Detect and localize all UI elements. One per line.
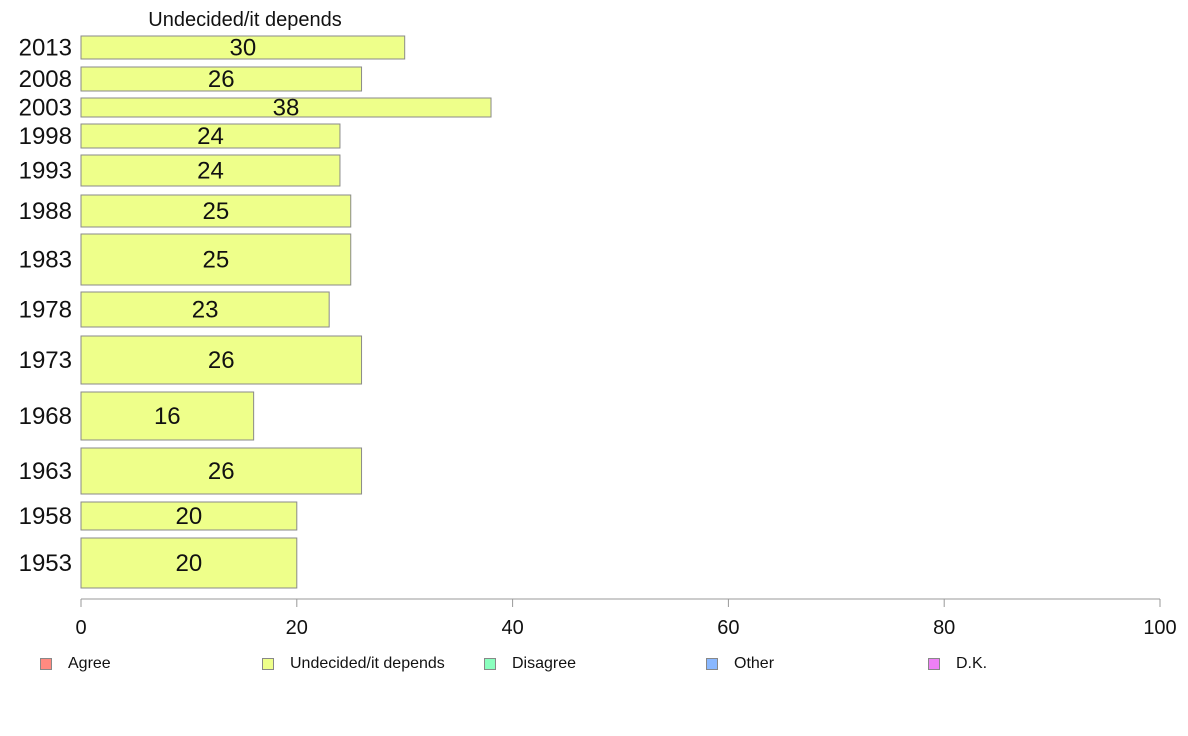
bar-1953 xyxy=(80,537,298,589)
bar-value-label-1988: 25 xyxy=(203,198,230,225)
legend-swatch-dk xyxy=(928,658,940,670)
category-label-1958: 1958 xyxy=(19,503,72,530)
bar-value-label-1983: 25 xyxy=(203,247,230,274)
bar-1983 xyxy=(80,233,352,286)
bar-value-label-1998: 24 xyxy=(197,123,224,150)
category-label-1953: 1953 xyxy=(19,550,72,577)
bar-value-label-2013: 30 xyxy=(229,35,256,62)
x-tick-label-80: 80 xyxy=(933,617,955,639)
bar-1998 xyxy=(80,123,341,149)
category-label-2003: 2003 xyxy=(19,95,72,122)
bar-1978 xyxy=(80,291,330,328)
bar-1993 xyxy=(80,154,341,187)
bar-1973 xyxy=(80,335,363,385)
legend-item-agree: Agree xyxy=(40,652,111,676)
legend-swatch-disagree xyxy=(484,658,496,670)
bar-value-label-1993: 24 xyxy=(197,158,224,185)
x-tick-label-0: 0 xyxy=(75,617,86,639)
category-label-2013: 2013 xyxy=(19,35,72,62)
legend-label-undecided: Undecided/it depends xyxy=(290,655,445,672)
category-label-1978: 1978 xyxy=(19,297,72,324)
category-label-1973: 1973 xyxy=(19,347,72,374)
bar-value-label-1978: 23 xyxy=(192,297,219,324)
bar-value-label-1973: 26 xyxy=(208,347,235,374)
category-label-2008: 2008 xyxy=(19,66,72,93)
legend-swatch-other xyxy=(706,658,718,670)
legend-item-disagree: Disagree xyxy=(484,652,576,676)
x-tick-label-20: 20 xyxy=(286,617,308,639)
bar-value-label-2008: 26 xyxy=(208,66,235,93)
x-tick-label-60: 60 xyxy=(717,617,739,639)
bar-value-label-1968: 16 xyxy=(154,403,181,430)
legend-swatch-agree xyxy=(40,658,52,670)
bar-value-label-1963: 26 xyxy=(208,458,235,485)
legend-label-disagree: Disagree xyxy=(512,655,577,672)
legend: Agree Undecided/it depends Disagree Othe… xyxy=(0,652,1188,676)
x-tick-label-100: 100 xyxy=(1143,617,1176,639)
bar-1968 xyxy=(80,391,255,441)
category-label-1988: 1988 xyxy=(19,198,72,225)
legend-label-agree: Agree xyxy=(68,655,111,672)
category-label-1993: 1993 xyxy=(19,158,72,185)
bar-2008 xyxy=(80,66,363,92)
legend-item-other: Other xyxy=(706,652,774,676)
category-label-1968: 1968 xyxy=(19,403,72,430)
bar-2003 xyxy=(80,97,492,118)
legend-item-dk: D.K. xyxy=(928,652,987,676)
category-label-1998: 1998 xyxy=(19,123,72,150)
bar-value-label-1958: 20 xyxy=(176,503,203,530)
bar-1988 xyxy=(80,194,352,228)
bar-value-label-1953: 20 xyxy=(176,550,203,577)
x-axis: 0 20 40 60 80 100 xyxy=(75,598,1177,639)
chart-title: Undecided/it depends xyxy=(148,9,341,31)
bar-1963 xyxy=(80,447,363,495)
legend-swatch-undecided xyxy=(262,658,274,670)
x-tick-label-40: 40 xyxy=(501,617,523,639)
bar-1958 xyxy=(80,501,298,531)
legend-label-dk: D.K. xyxy=(956,655,988,672)
bar-value-label-2003: 38 xyxy=(273,95,300,122)
legend-item-undecided: Undecided/it depends xyxy=(262,652,445,676)
category-label-1963: 1963 xyxy=(19,458,72,485)
category-label-1983: 1983 xyxy=(19,247,72,274)
bar-2013 xyxy=(80,35,406,60)
bars-layer: 30 2013 26 2008 38 2003 24 1998 24 1993 25 1988 25 19… xyxy=(19,35,492,589)
legend-label-other: Other xyxy=(734,655,775,672)
